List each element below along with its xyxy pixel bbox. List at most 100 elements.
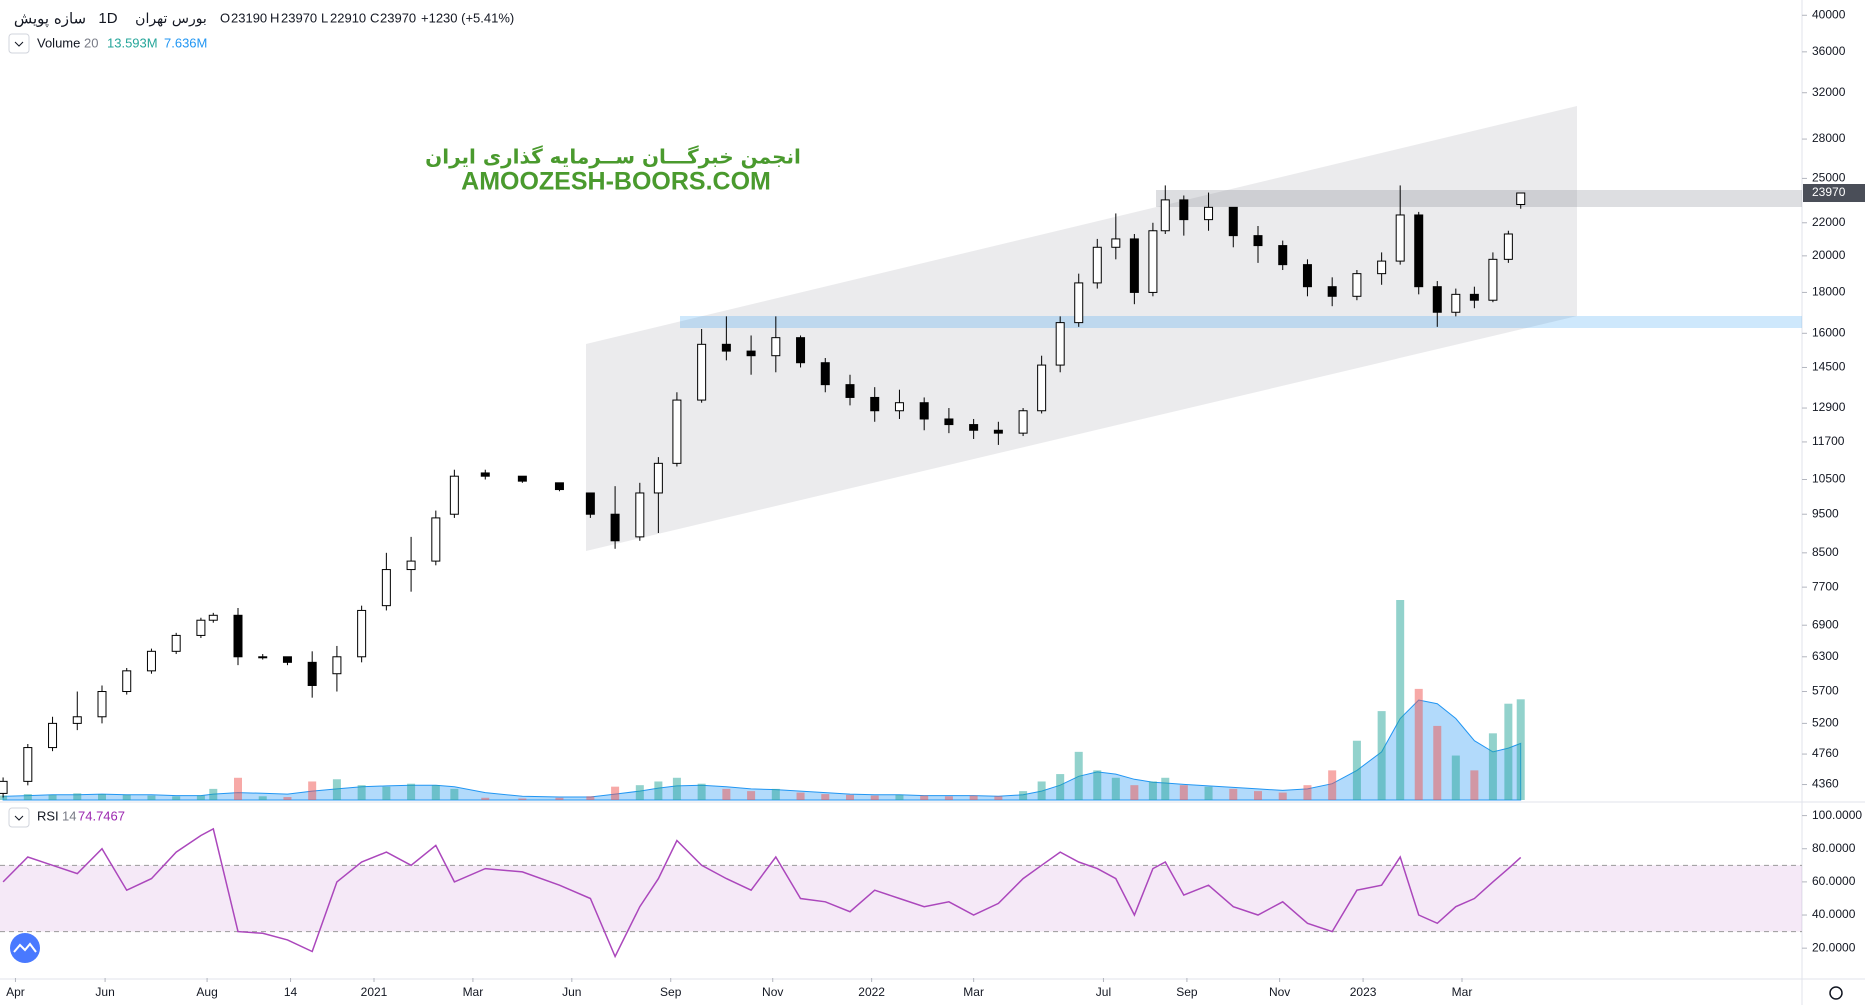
y-tick-label: 7700 bbox=[1812, 579, 1839, 593]
low-value: 22910 bbox=[330, 10, 366, 25]
volume-bar bbox=[635, 785, 644, 800]
x-tick-label: 14 bbox=[284, 985, 298, 999]
rsi-y-tick-label: 100.0000 bbox=[1812, 808, 1862, 822]
volume-bar bbox=[1254, 791, 1262, 800]
candle-body bbox=[1037, 364, 1047, 412]
volume-bar bbox=[1414, 688, 1423, 800]
candle-body bbox=[1055, 322, 1065, 366]
candle-body bbox=[1432, 286, 1442, 313]
support-zone[interactable] bbox=[680, 316, 1802, 328]
volume-ma-last: 7.636M bbox=[164, 35, 207, 50]
x-tick-label: Sep bbox=[660, 985, 682, 999]
candle-body bbox=[1503, 233, 1513, 260]
candle-body bbox=[0, 780, 8, 794]
candle-body bbox=[480, 472, 490, 477]
volume-bar bbox=[994, 796, 1003, 800]
watermark-site: AMOOZESH-BOORS.COM bbox=[461, 168, 771, 196]
volume-bar bbox=[382, 786, 391, 800]
volume-bar bbox=[920, 795, 929, 800]
candle-body bbox=[1469, 293, 1479, 301]
volume-bar bbox=[332, 779, 341, 800]
collapse-button[interactable] bbox=[8, 807, 30, 828]
x-tick-label: 2022 bbox=[858, 985, 885, 999]
candle-body bbox=[1129, 238, 1139, 293]
x-tick-label: Jul bbox=[1096, 985, 1111, 999]
y-tick-label: 20000 bbox=[1812, 248, 1846, 262]
candle-body bbox=[357, 609, 367, 658]
channel-drawing[interactable] bbox=[586, 106, 1577, 551]
candle-body bbox=[233, 614, 243, 658]
volume-bar bbox=[1352, 740, 1361, 800]
open-value: 23190 bbox=[231, 10, 267, 25]
volume-bar bbox=[98, 794, 106, 800]
volume-bar bbox=[518, 798, 527, 800]
candle-body bbox=[697, 343, 707, 401]
candle-body bbox=[1414, 214, 1424, 288]
volume-bar bbox=[1488, 733, 1497, 800]
volume-bar bbox=[48, 794, 57, 800]
resistance-zone[interactable] bbox=[1156, 190, 1802, 207]
candle-body bbox=[196, 619, 206, 636]
volume-bar bbox=[357, 785, 366, 800]
volume-bar bbox=[747, 791, 756, 800]
volume-bar bbox=[586, 796, 595, 800]
volume-bar bbox=[209, 788, 218, 800]
x-tick-label: Jun bbox=[562, 985, 581, 999]
volume-bar bbox=[431, 785, 440, 800]
volume-bar bbox=[1130, 785, 1139, 800]
volume-bar bbox=[258, 796, 267, 800]
y-tick-label: 28000 bbox=[1812, 131, 1846, 145]
volume-bar bbox=[1470, 770, 1479, 800]
high-label: H bbox=[270, 10, 279, 25]
candle-body bbox=[1451, 293, 1461, 313]
x-tick-label: Jun bbox=[95, 985, 114, 999]
volume-bar bbox=[821, 794, 830, 800]
candle-body bbox=[48, 722, 58, 749]
rsi-y-tick-label: 20.0000 bbox=[1812, 940, 1856, 954]
close-label: C bbox=[370, 10, 379, 25]
volume-bar bbox=[870, 795, 879, 800]
volume-bar bbox=[672, 777, 681, 800]
candle-body bbox=[1111, 238, 1121, 248]
watermark-persian: انجمن خبرگـــان ســرمایه گذاری ایران bbox=[425, 145, 801, 169]
candle-body bbox=[993, 429, 1003, 434]
candle-body bbox=[1352, 273, 1362, 297]
open-label: O bbox=[220, 10, 230, 25]
rsi-y-tick-label: 40.0000 bbox=[1812, 907, 1856, 921]
last-price-box bbox=[1803, 184, 1865, 203]
candle-body bbox=[307, 661, 317, 686]
candle-body bbox=[1074, 282, 1084, 324]
logo-mark bbox=[13, 942, 37, 953]
candle-body bbox=[431, 517, 441, 562]
rsi-y-tick-label: 80.0000 bbox=[1812, 841, 1856, 855]
low-label: L bbox=[321, 10, 328, 25]
volume-bar bbox=[1229, 788, 1238, 800]
volume-last: 13.593M bbox=[107, 35, 158, 50]
settings-button[interactable] bbox=[1829, 986, 1843, 1000]
volume-bar bbox=[611, 786, 620, 800]
candle-body bbox=[820, 362, 830, 386]
candle-body bbox=[1377, 260, 1387, 275]
volume-bar bbox=[722, 788, 731, 800]
volume-bar bbox=[1278, 792, 1287, 800]
y-tick-label: 4760 bbox=[1812, 746, 1839, 760]
candle-body bbox=[406, 560, 416, 571]
candle-body bbox=[1302, 264, 1312, 288]
volume-bar bbox=[1019, 791, 1028, 800]
logo[interactable] bbox=[10, 933, 40, 963]
high-value: 23970 bbox=[281, 10, 317, 25]
volume-name: Volume bbox=[37, 35, 80, 50]
volume-bar bbox=[73, 793, 82, 800]
y-tick-label: 12900 bbox=[1812, 400, 1846, 414]
volume-bar bbox=[1204, 786, 1213, 800]
volume-bar bbox=[654, 781, 663, 800]
volume-bar bbox=[147, 795, 156, 800]
volume-bar bbox=[122, 794, 131, 800]
x-tick-label: 2023 bbox=[1350, 985, 1377, 999]
candle-body bbox=[282, 656, 292, 663]
x-tick-label: Mar bbox=[1452, 985, 1473, 999]
collapse-button[interactable] bbox=[8, 33, 30, 54]
rsi-last: 74.7467 bbox=[78, 808, 125, 823]
rsi-line bbox=[2, 827, 1522, 959]
